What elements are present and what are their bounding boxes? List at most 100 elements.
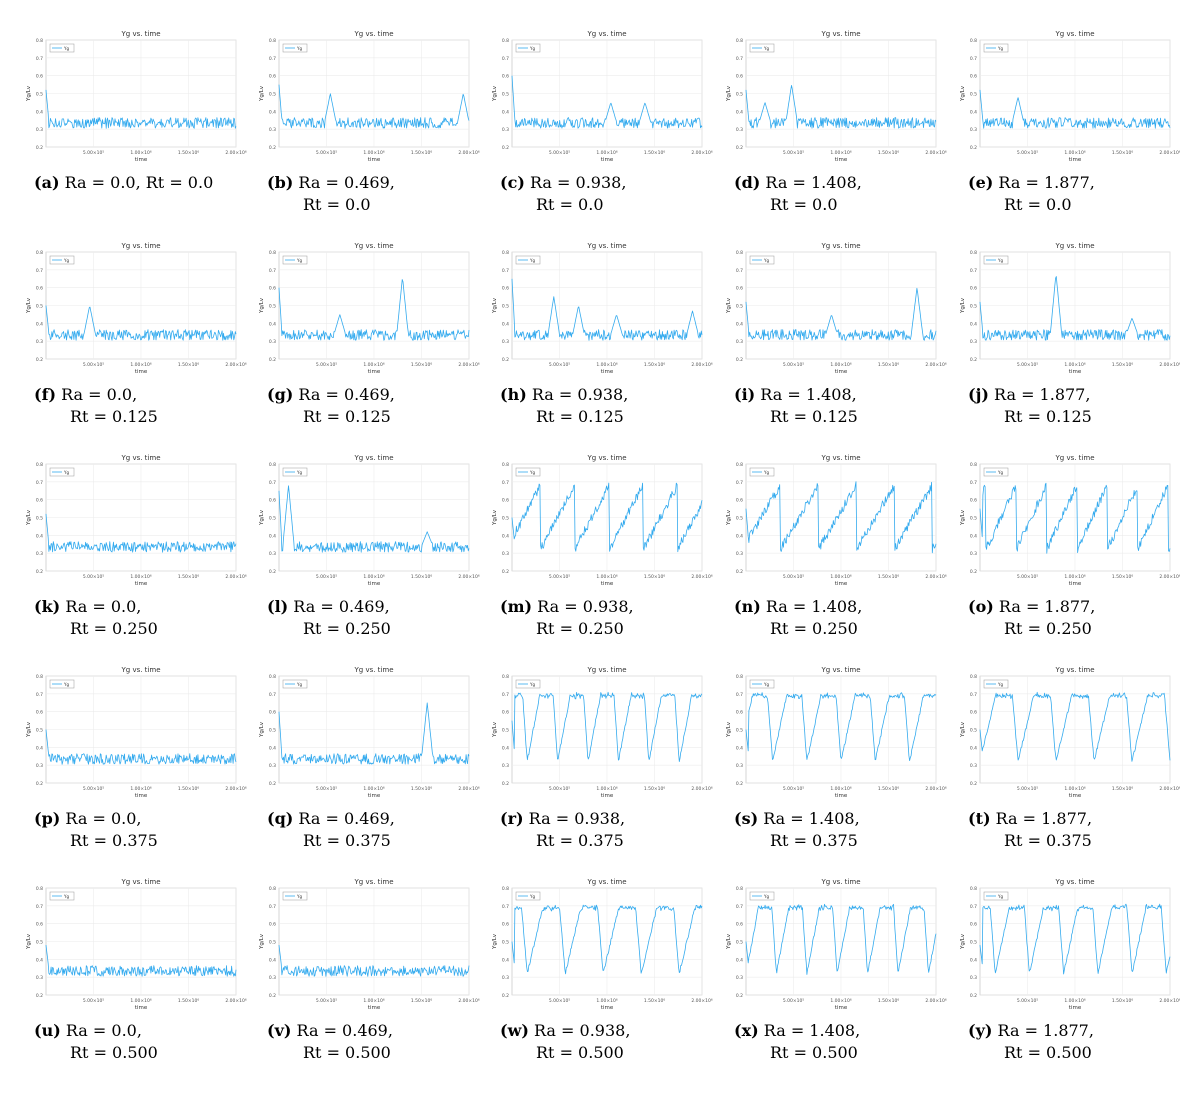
- plot-title: Yg vs. time: [121, 454, 161, 462]
- y-tick-label: 0.4: [269, 957, 276, 963]
- x-tick-label: 1.50×10⁶: [1112, 998, 1134, 1004]
- x-tick-label: 1.50×10⁶: [644, 362, 666, 368]
- x-tick-label: 2.00×10⁶: [458, 998, 480, 1004]
- x-tick-label: 1.00×10⁶: [130, 786, 152, 792]
- x-tick-label: 1.00×10⁶: [596, 786, 618, 792]
- series-line-yg: [45, 513, 237, 553]
- y-tick-label: 0.4: [502, 533, 509, 539]
- plot-title: Yg vs. time: [121, 242, 161, 250]
- caption-label: (f): [34, 385, 57, 404]
- y-tick-label: 0.5: [502, 304, 509, 310]
- x-axis-label: time: [835, 369, 848, 375]
- y-tick-label: 0.3: [36, 551, 43, 557]
- subplot-caption: (o) Ra = 1.877, Rt = 0.250: [968, 596, 1178, 640]
- y-tick-label: 0.8: [269, 674, 276, 680]
- y-tick-label: 0.5: [502, 516, 509, 522]
- caption-line-2: Rt = 0.500: [770, 1043, 858, 1062]
- plot-title: Yg vs. time: [587, 666, 627, 674]
- subplot-caption: (b) Ra = 0.469, Rt = 0.0: [267, 172, 477, 216]
- y-tick-label: 0.3: [736, 127, 743, 133]
- series-line-yg: [278, 702, 470, 765]
- series-line-yg: [745, 85, 937, 129]
- y-tick-label: 0.3: [269, 127, 276, 133]
- series-line-yg: [745, 481, 937, 554]
- y-tick-label: 0.7: [736, 904, 743, 910]
- subplot-caption: (x) Ra = 1.408, Rt = 0.500: [734, 1020, 944, 1064]
- y-tick-label: 0.8: [36, 38, 43, 44]
- x-axis-label: time: [135, 793, 148, 799]
- y-tick-label: 0.5: [36, 304, 43, 310]
- y-tick-label: 0.8: [736, 250, 743, 256]
- x-axis-label: time: [368, 581, 381, 587]
- x-tick-label: 2.00×10⁶: [691, 786, 713, 792]
- y-tick-label: 0.4: [269, 533, 276, 539]
- subplot-a: 0.2 0.3 0.4 0.5 0.6 0.7 0.8 5.00×10⁵ 1.00×10⁶ 1.5…: [12, 22, 247, 234]
- legend-label: Yg: [296, 682, 302, 687]
- y-tick-label: 0.3: [36, 975, 43, 981]
- y-tick-label: 0.7: [970, 56, 977, 62]
- x-axis-label: time: [135, 1005, 148, 1011]
- subplot-caption: (c) Ra = 0.938, Rt = 0.0: [500, 172, 710, 216]
- y-tick-label: 0.5: [36, 940, 43, 946]
- y-tick-label: 0.5: [269, 516, 276, 522]
- caption-line-1: Ra = 1.877,: [988, 385, 1091, 404]
- y-axis-label: Yg/Lv: [960, 85, 966, 102]
- y-tick-label: 0.3: [502, 763, 509, 769]
- caption-label: (s): [734, 809, 759, 828]
- y-tick-label: 0.6: [502, 74, 509, 80]
- y-tick-label: 0.2: [970, 357, 977, 363]
- caption-label: (q): [267, 809, 294, 828]
- subplot-b: 0.2 0.3 0.4 0.5 0.6 0.7 0.8 5.00×10⁵ 1.00×10⁶ 1.5…: [245, 22, 480, 234]
- subplot-d: 0.2 0.3 0.4 0.5 0.6 0.7 0.8 5.00×10⁵ 1.00×10⁶ 1.5…: [712, 22, 947, 234]
- y-tick-label: 0.4: [36, 109, 43, 115]
- caption-line-1: Ra = 0.0, Rt = 0.0: [59, 173, 214, 192]
- series-line-yg: [511, 75, 703, 129]
- y-tick-label: 0.6: [269, 922, 276, 928]
- caption-label: (k): [34, 597, 61, 616]
- y-tick-label: 0.7: [36, 268, 43, 274]
- x-axis-label: time: [601, 793, 614, 799]
- caption-label: (r): [500, 809, 524, 828]
- caption-line-1: Ra = 0.938,: [523, 809, 626, 828]
- subplot-j: 0.2 0.3 0.4 0.5 0.6 0.7 0.8 5.00×10⁵ 1.00×10⁶ 1.5…: [946, 234, 1180, 446]
- y-tick-label: 0.6: [970, 710, 977, 716]
- y-tick-label: 0.5: [269, 92, 276, 98]
- y-tick-label: 0.8: [502, 38, 509, 44]
- x-tick-label: 2.00×10⁶: [925, 998, 947, 1004]
- caption-line-1: Ra = 0.938,: [526, 385, 629, 404]
- y-tick-label: 0.8: [970, 674, 977, 680]
- plot-title: Yg vs. time: [1055, 878, 1095, 886]
- x-tick-label: 1.00×10⁶: [830, 998, 852, 1004]
- plot-k: 0.2 0.3 0.4 0.5 0.6 0.7 0.8 5.00×10⁵ 1.00×10⁶ 1.5…: [26, 454, 247, 587]
- plot-title: Yg vs. time: [354, 242, 394, 250]
- caption-line-1: Ra = 1.877,: [993, 597, 1096, 616]
- y-tick-label: 0.5: [36, 728, 43, 734]
- plot-title: Yg vs. time: [1055, 454, 1095, 462]
- x-tick-label: 1.50×10⁶: [1112, 574, 1134, 580]
- y-tick-label: 0.2: [36, 145, 43, 151]
- legend-label: Yg: [296, 46, 302, 51]
- plot-t: 0.2 0.3 0.4 0.5 0.6 0.7 0.8 5.00×10⁵ 1.00×10⁶ 1.5…: [960, 666, 1180, 799]
- subplot-i: 0.2 0.3 0.4 0.5 0.6 0.7 0.8 5.00×10⁵ 1.00×10⁶ 1.5…: [712, 234, 947, 446]
- x-tick-label: 5.00×10⁵: [549, 574, 571, 580]
- y-tick-label: 0.7: [502, 692, 509, 698]
- caption-line-2: Rt = 0.125: [70, 407, 158, 426]
- x-tick-label: 5.00×10⁵: [83, 786, 105, 792]
- caption-line-2: Rt = 0.500: [536, 1043, 624, 1062]
- y-tick-label: 0.7: [269, 268, 276, 274]
- plot-title: Yg vs. time: [587, 878, 627, 886]
- y-tick-label: 0.2: [269, 357, 276, 363]
- caption-line-2: Rt = 0.125: [536, 407, 624, 426]
- y-axis-label: Yg/Lv: [26, 721, 32, 738]
- y-tick-label: 0.2: [269, 993, 276, 999]
- subplot-y: 0.2 0.3 0.4 0.5 0.6 0.7 0.8 5.00×10⁵ 1.00×10⁶ 1.5…: [946, 870, 1180, 1082]
- x-tick-label: 1.00×10⁶: [363, 362, 385, 368]
- y-tick-label: 0.3: [970, 339, 977, 345]
- series-line-yg: [979, 482, 1171, 554]
- y-tick-label: 0.8: [970, 462, 977, 468]
- subplot-e: 0.2 0.3 0.4 0.5 0.6 0.7 0.8 5.00×10⁵ 1.00×10⁶ 1.5…: [946, 22, 1180, 234]
- x-tick-label: 1.50×10⁶: [178, 574, 200, 580]
- y-tick-label: 0.4: [736, 957, 743, 963]
- y-tick-label: 0.8: [269, 38, 276, 44]
- y-tick-label: 0.4: [36, 533, 43, 539]
